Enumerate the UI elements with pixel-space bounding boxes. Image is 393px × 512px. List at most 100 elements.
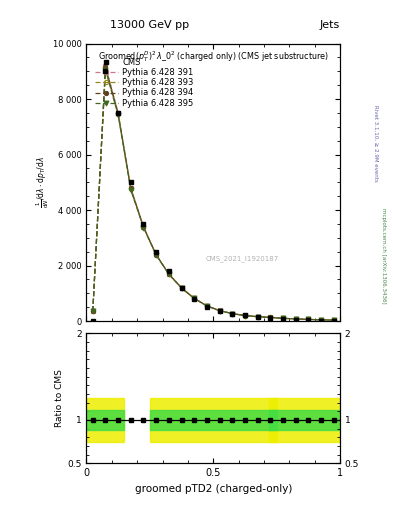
Y-axis label: $\frac{1}{\mathrm{d}N}/\mathrm{d}\lambda\cdot\mathrm{d}p_T/\mathrm{d}\lambda$: $\frac{1}{\mathrm{d}N}/\mathrm{d}\lambda… [35, 156, 51, 208]
Pythia 6.428 393 [90, 308, 95, 314]
CMS [129, 179, 133, 185]
Pythia 6.428 394 [306, 316, 310, 323]
Pythia 6.428 391 [319, 317, 323, 323]
Pythia 6.428 394 [116, 111, 121, 117]
Pythia 6.428 394 [242, 312, 247, 318]
Pythia 6.428 391 [281, 315, 285, 322]
Pythia 6.428 395 [331, 317, 336, 323]
CMS [141, 221, 146, 227]
Pythia 6.428 393 [306, 316, 310, 323]
CMS [319, 317, 323, 324]
CMS [204, 304, 209, 310]
CMS [268, 315, 273, 322]
Pythia 6.428 391 [293, 316, 298, 322]
Pythia 6.428 391 [268, 314, 273, 321]
Y-axis label: Ratio to CMS: Ratio to CMS [55, 369, 64, 427]
Pythia 6.428 394 [319, 317, 323, 323]
Bar [86, 398, 125, 442]
Pythia 6.428 394 [293, 316, 298, 322]
CMS [230, 311, 235, 317]
Pythia 6.428 395 [167, 271, 171, 278]
Pythia 6.428 394 [179, 285, 184, 291]
Pythia 6.428 395 [217, 308, 222, 314]
Pythia 6.428 394 [230, 310, 235, 316]
Pythia 6.428 394 [167, 271, 171, 277]
Pythia 6.428 395 [129, 187, 133, 193]
Pythia 6.428 395 [179, 285, 184, 291]
Pythia 6.428 395 [204, 303, 209, 309]
Pythia 6.428 391 [306, 316, 310, 323]
CMS [281, 316, 285, 322]
Pythia 6.428 394 [217, 308, 222, 314]
Pythia 6.428 395 [319, 317, 323, 323]
Bar [269, 410, 340, 431]
Bar [269, 398, 340, 442]
Pythia 6.428 391 [192, 295, 196, 302]
Pythia 6.428 394 [129, 185, 133, 191]
CMS [306, 317, 310, 323]
Pythia 6.428 393 [331, 317, 336, 323]
CMS [331, 318, 336, 324]
Pythia 6.428 394 [141, 224, 146, 230]
Pythia 6.428 394 [90, 308, 95, 314]
CMS [154, 249, 158, 255]
X-axis label: groomed pTD2 (charged-only): groomed pTD2 (charged-only) [134, 484, 292, 494]
Pythia 6.428 393 [129, 186, 133, 193]
CMS [255, 314, 260, 320]
Text: CMS_2021_I1920187: CMS_2021_I1920187 [206, 255, 279, 262]
CMS [103, 68, 108, 74]
Pythia 6.428 395 [230, 311, 235, 317]
CMS [217, 308, 222, 314]
CMS [116, 110, 121, 116]
Pythia 6.428 393 [167, 271, 171, 277]
CMS [90, 318, 95, 324]
CMS [192, 296, 196, 302]
Pythia 6.428 395 [255, 314, 260, 320]
Pythia 6.428 393 [179, 285, 184, 291]
Text: mcplots.cern.ch [arXiv:1306.3436]: mcplots.cern.ch [arXiv:1306.3436] [381, 208, 386, 304]
Pythia 6.428 391 [242, 312, 247, 318]
Line: CMS: CMS [90, 69, 336, 324]
Pythia 6.428 395 [242, 312, 247, 318]
Pythia 6.428 393 [103, 66, 108, 72]
Pythia 6.428 393 [319, 317, 323, 323]
Pythia 6.428 394 [331, 317, 336, 323]
Line: Pythia 6.428 393: Pythia 6.428 393 [91, 67, 336, 322]
Pythia 6.428 395 [116, 112, 121, 118]
Line: Pythia 6.428 394: Pythia 6.428 394 [91, 65, 336, 322]
Pythia 6.428 395 [192, 295, 196, 302]
Pythia 6.428 393 [293, 316, 298, 322]
CMS [179, 285, 184, 291]
Pythia 6.428 391 [116, 110, 121, 116]
Pythia 6.428 391 [154, 251, 158, 258]
Pythia 6.428 391 [103, 62, 108, 69]
Pythia 6.428 395 [293, 316, 298, 322]
Pythia 6.428 393 [255, 313, 260, 319]
Pythia 6.428 394 [154, 251, 158, 258]
Pythia 6.428 391 [255, 313, 260, 319]
Pythia 6.428 394 [204, 303, 209, 309]
Pythia 6.428 395 [141, 224, 146, 230]
Pythia 6.428 393 [230, 311, 235, 317]
Text: Jets: Jets [320, 19, 340, 30]
Pythia 6.428 391 [331, 317, 336, 323]
Pythia 6.428 393 [116, 111, 121, 117]
Pythia 6.428 391 [141, 224, 146, 230]
Line: Pythia 6.428 391: Pythia 6.428 391 [91, 63, 336, 322]
Pythia 6.428 391 [217, 307, 222, 313]
Pythia 6.428 391 [90, 308, 95, 314]
CMS [293, 316, 298, 323]
Pythia 6.428 395 [103, 67, 108, 73]
CMS [242, 312, 247, 318]
Bar [150, 398, 277, 442]
Pythia 6.428 393 [281, 315, 285, 322]
Pythia 6.428 393 [141, 224, 146, 230]
Pythia 6.428 391 [129, 185, 133, 191]
Pythia 6.428 394 [268, 314, 273, 321]
Pythia 6.428 394 [255, 313, 260, 319]
Text: 13000 GeV pp: 13000 GeV pp [110, 19, 189, 30]
Pythia 6.428 393 [217, 308, 222, 314]
Pythia 6.428 395 [281, 315, 285, 322]
Pythia 6.428 395 [90, 308, 95, 314]
Pythia 6.428 395 [306, 316, 310, 323]
